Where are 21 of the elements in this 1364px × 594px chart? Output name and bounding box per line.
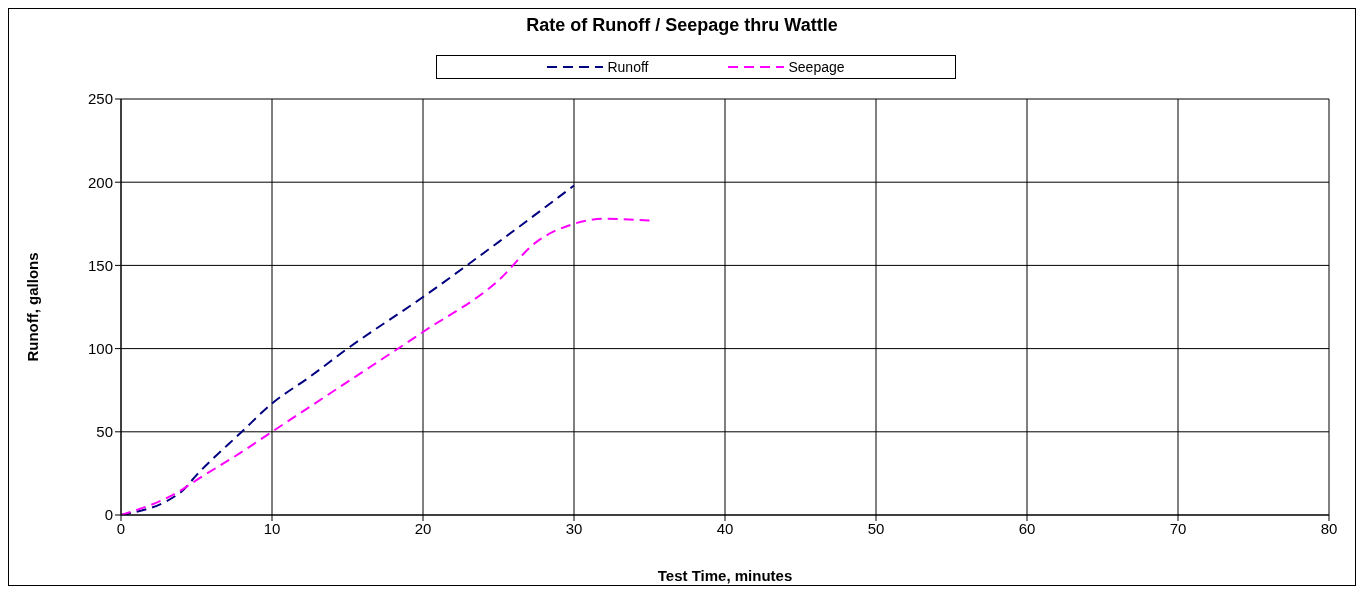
x-tick-label: 0 (116, 519, 126, 537)
x-tick-label: 80 (1320, 519, 1338, 537)
y-tick-label: 200 (87, 173, 113, 191)
y-tick-label: 100 (87, 339, 113, 357)
x-tick-label: 20 (414, 519, 432, 537)
x-axis-title: Test Time, minutes (657, 567, 793, 584)
x-tick-label: 60 (1018, 519, 1036, 537)
y-tick-label: 150 (87, 256, 113, 274)
y-tick-label: 250 (87, 90, 113, 108)
legend-label: Seepage (787, 59, 845, 75)
x-tick-label: 70 (1169, 519, 1187, 537)
line-series (121, 217, 651, 515)
chart-title: Rate of Runoff / Seepage thru Wattle (525, 15, 839, 36)
y-tick-label: 50 (96, 423, 113, 441)
y-axis-title: Runoff, gallons (24, 252, 42, 362)
y-tick-label: 0 (104, 506, 113, 524)
x-tick-label: 30 (565, 519, 583, 537)
x-tick-label: 40 (716, 519, 734, 537)
legend-label: Runoff (606, 59, 649, 75)
x-tick-label: 10 (263, 519, 281, 537)
x-tick-label: 50 (867, 519, 885, 537)
